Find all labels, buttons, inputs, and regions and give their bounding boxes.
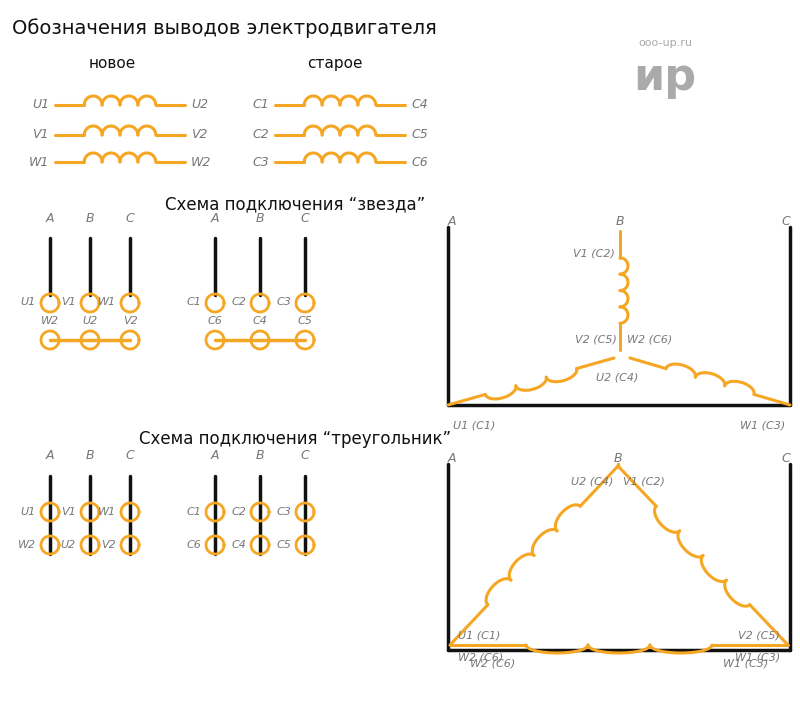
Text: C: C [782,452,790,465]
Text: C: C [301,212,310,225]
Text: старое: старое [307,56,362,71]
Text: C6: C6 [186,540,201,550]
Text: W2 (C6): W2 (C6) [458,653,503,663]
Text: V1: V1 [62,507,76,517]
Text: V2: V2 [102,540,116,550]
Text: C1: C1 [186,297,201,307]
Text: C3: C3 [276,297,291,307]
Text: C2: C2 [252,129,269,142]
Text: ooo-up.ru: ooo-up.ru [638,38,692,48]
Text: A: A [46,449,54,462]
Text: V1 (C2): V1 (C2) [623,476,665,486]
Text: V2: V2 [122,316,138,326]
Text: V1 (C2): V1 (C2) [573,249,615,259]
Text: A: A [210,449,219,462]
Text: A: A [210,212,219,225]
Text: B: B [614,452,622,465]
Text: C: C [126,212,134,225]
Text: W2: W2 [18,540,36,550]
Text: C1: C1 [252,99,269,111]
Text: W2: W2 [191,156,211,168]
Text: U1: U1 [21,297,36,307]
Text: Схема подключения “треугольник”: Схема подключения “треугольник” [139,430,451,448]
Text: V2: V2 [191,129,207,142]
Text: C3: C3 [252,156,269,168]
Text: C: C [126,449,134,462]
Text: U2: U2 [191,99,208,111]
Text: ир: ир [634,56,697,99]
Text: W2 (C6): W2 (C6) [627,335,672,345]
Text: B: B [616,215,624,228]
Text: U1: U1 [21,507,36,517]
Text: V1: V1 [33,129,49,142]
Text: C3: C3 [276,507,291,517]
Text: W2: W2 [41,316,59,326]
Text: Обозначения выводов электродвигателя: Обозначения выводов электродвигателя [12,18,437,38]
Text: C: C [782,215,790,228]
Text: C4: C4 [411,99,428,111]
Text: B: B [86,212,94,225]
Text: B: B [256,212,264,225]
Text: C6: C6 [411,156,428,168]
Text: C4: C4 [253,316,267,326]
Text: C5: C5 [298,316,313,326]
Text: U2: U2 [82,316,98,326]
Text: Схема подключения “звезда”: Схема подключения “звезда” [165,195,425,213]
Text: W1: W1 [29,156,49,168]
Text: U1 (C1): U1 (C1) [453,421,495,431]
Text: V2 (C5): V2 (C5) [738,630,780,640]
Text: C2: C2 [231,507,246,517]
Text: A: A [46,212,54,225]
Text: C: C [301,449,310,462]
Text: W1: W1 [98,507,116,517]
Text: W1 (C3): W1 (C3) [734,653,780,663]
Text: C6: C6 [207,316,222,326]
Text: A: A [448,215,457,228]
Text: C4: C4 [231,540,246,550]
Text: C2: C2 [231,297,246,307]
Text: U1 (C1): U1 (C1) [458,630,500,640]
Text: A: A [448,452,457,465]
Text: C5: C5 [411,129,428,142]
Text: V1: V1 [62,297,76,307]
Text: U2 (C4): U2 (C4) [596,372,638,382]
Text: новое: новое [88,56,136,71]
Text: U2 (C4): U2 (C4) [570,476,613,486]
Text: B: B [256,449,264,462]
Text: C5: C5 [276,540,291,550]
Text: W1 (C3): W1 (C3) [722,658,768,668]
Text: W1 (C3): W1 (C3) [740,421,785,431]
Text: C1: C1 [186,507,201,517]
Text: U2: U2 [61,540,76,550]
Text: W1: W1 [98,297,116,307]
Text: W2 (C6): W2 (C6) [470,658,515,668]
Text: V2 (C5): V2 (C5) [575,335,617,345]
Text: B: B [86,449,94,462]
Text: U1: U1 [32,99,49,111]
